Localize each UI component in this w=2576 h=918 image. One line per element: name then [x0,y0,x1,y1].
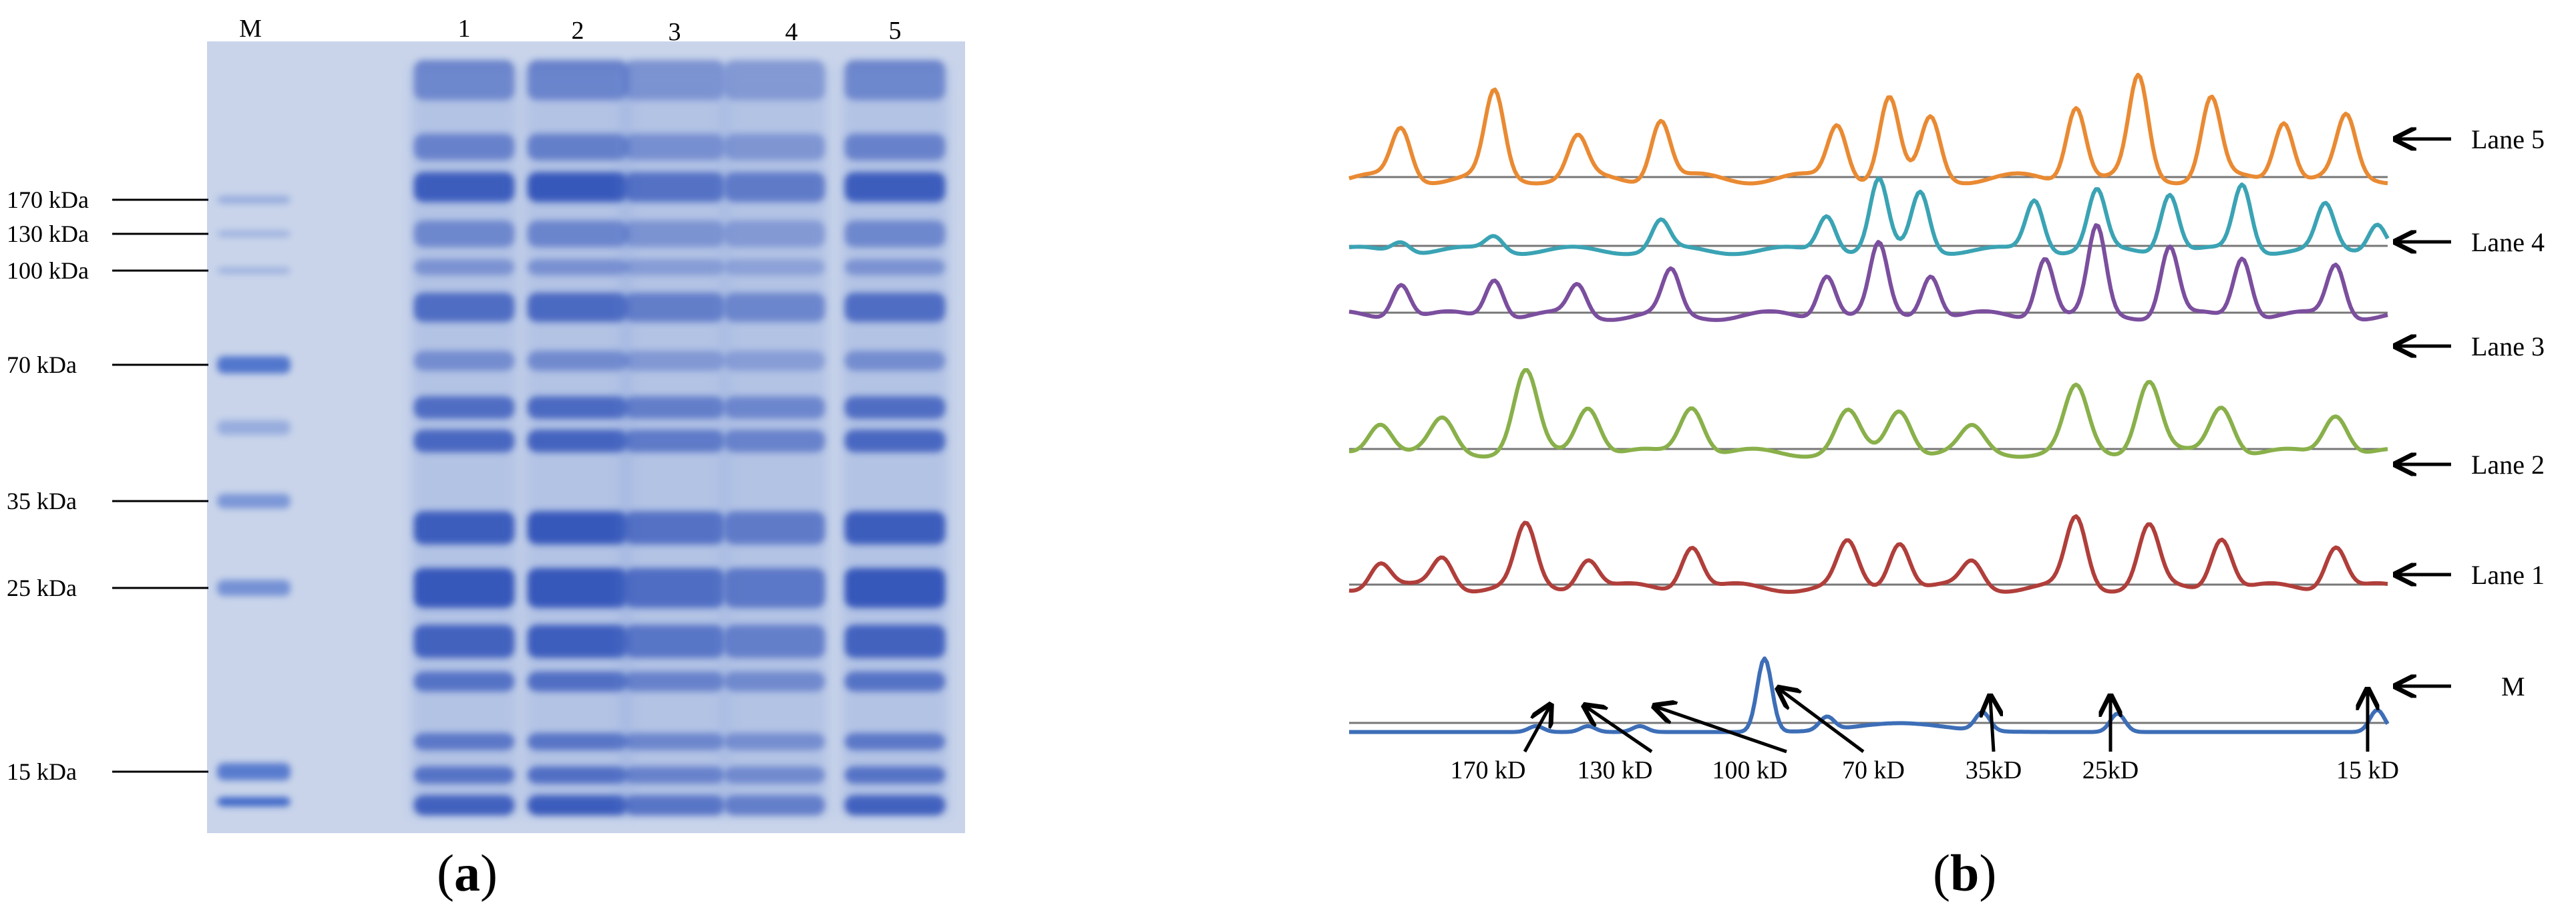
lane-header-m: M [239,15,262,43]
marker-band [217,420,291,435]
peak-arrow-icon [1523,707,1549,753]
marker-band [217,231,291,237]
lane-smear [721,67,828,815]
marker-peak-label: 170 kD [1451,756,1526,784]
peak-arrow-icon [1586,707,1653,754]
lane-header-5: 5 [889,17,902,45]
trace-label: Lane 4 [2471,227,2545,257]
trace-labels: Lane 5 Lane 4 Lane 3 Lane 2 Lane 1 M [2398,124,2545,702]
panel-label-a: (a) [437,844,498,902]
densitometry-panel: Lane 5 Lane 4 Lane 3 Lane 2 Lane 1 M 170 kD 13… [1348,72,2545,784]
marker-label: 35 kDa [7,488,77,514]
densitometry-trace [1348,223,2388,322]
marker-band [217,494,291,508]
marker-band [217,797,291,806]
trace-label: Lane 2 [2471,450,2545,480]
marker-label: 170 kDa [7,186,89,213]
lane-smear [524,67,631,815]
lane-header-3: 3 [669,18,681,46]
marker-band [217,356,291,373]
peak-arrow-icon [1990,698,1994,752]
marker-peak-labels: 170 kD 130 kD 100 kD 70 kD 35kD 25kD 15 kD [1451,690,2399,784]
trace-label: Lane 3 [2471,331,2545,361]
densitometry-trace [1348,72,2388,186]
gel-bands [217,60,948,815]
gel-marker-scale: 170 kDa 130 kDa 100 kDa 70 kDa 35 kDa 25 kDa 1… [7,186,208,785]
marker-peak-label: 35kD [1966,756,2022,784]
trace-label: Lane 1 [2471,560,2545,590]
lane-smear [621,67,728,815]
panel-label-b: (b) [1933,844,1997,902]
marker-peak-label: 70 kD [1842,756,1905,784]
marker-label: 25 kDa [7,575,77,601]
marker-band [217,196,291,204]
densitometry-trace [1349,656,2390,734]
marker-band [217,267,291,274]
lane-smear [411,67,518,815]
densitometry-trace [1348,176,2390,257]
trace-label: Lane 5 [2471,124,2545,154]
densitometry-trace [1348,514,2388,594]
lane-smear [842,67,948,815]
densitometry-traces [1348,72,2390,734]
marker-peak-label: 25kD [2082,756,2139,784]
marker-label: 70 kDa [7,351,77,378]
peak-arrow-icon [1780,690,1865,754]
densitometry-trace [1348,367,2388,459]
lane-header-2: 2 [572,17,584,45]
trace-label: M [2501,671,2525,702]
marker-peak-label: 15 kD [2336,756,2399,784]
marker-label: 130 kDa [7,220,89,247]
gel-panel: M 1 2 3 4 5 170 kDa 130 kDa 100 kDa 70 kDa 35 kDa… [7,15,965,833]
gel-lane-headers: M 1 2 3 4 5 [239,15,901,46]
lane-header-4: 4 [785,18,798,46]
marker-band [217,763,291,780]
lane-header-1: 1 [458,15,471,43]
peak-arrow-icon [1656,707,1787,754]
marker-peak-label: 130 kD [1578,756,1653,784]
marker-label: 15 kDa [7,758,77,785]
marker-label: 100 kDa [7,257,89,284]
marker-peak-label: 100 kD [1712,756,1788,784]
marker-band [217,580,291,596]
